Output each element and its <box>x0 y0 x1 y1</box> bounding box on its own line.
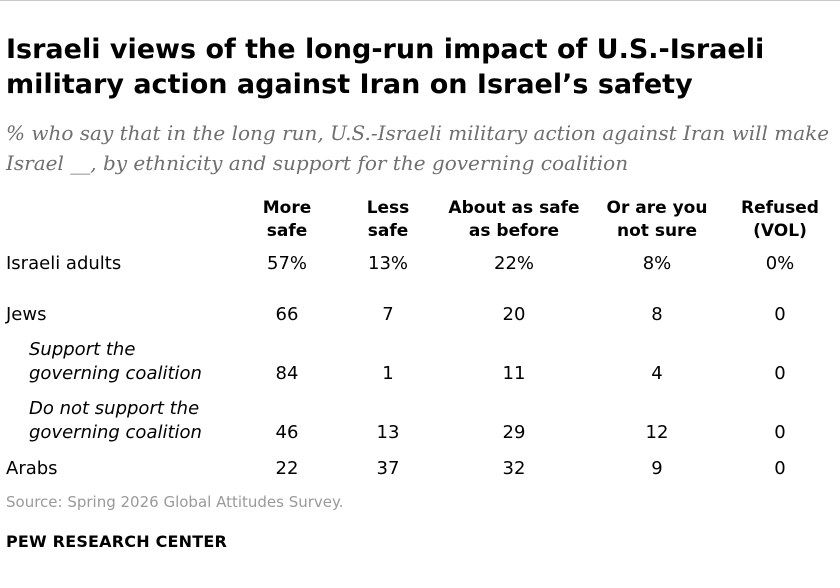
row-label-line: governing coalition <box>29 363 202 384</box>
table-cell: 29 <box>502 422 526 443</box>
column-header-line: Less <box>366 198 410 218</box>
column-header-line: safe <box>367 221 409 241</box>
column-header-line: More <box>262 198 312 218</box>
row-label: Jews <box>6 303 46 327</box>
table-cell: 4 <box>651 363 663 384</box>
table-cell: 46 <box>275 422 299 443</box>
row-label-line: Jews <box>6 304 47 325</box>
column-header-line: safe <box>266 221 308 241</box>
table-cell: 0 <box>774 422 786 443</box>
table-cell: 84 <box>275 363 299 384</box>
table-cell: 12 <box>645 422 669 443</box>
column-header-line: Or are you <box>606 198 708 218</box>
column-header: More safe <box>263 197 312 243</box>
table-cell: 1 <box>382 363 394 384</box>
table-cell: 7 <box>382 304 394 325</box>
row-label-line: Arabs <box>6 458 58 479</box>
brand-label: PEW RESEARCH CENTER <box>6 532 228 551</box>
table-cell: 66 <box>275 304 299 325</box>
column-header-line: (VOL) <box>753 221 807 241</box>
column-header-line: About as safe <box>448 198 580 218</box>
source-note: Source: Spring 2026 Global Attitudes Sur… <box>6 493 344 511</box>
column-header-line: not sure <box>617 221 697 241</box>
table-cell: 37 <box>376 458 400 479</box>
row-label: Support the governing coalition <box>29 338 202 386</box>
row-label-line: Support the <box>29 339 136 360</box>
column-header: About as safe as before <box>448 197 579 243</box>
row-label-line: Israeli adults <box>6 253 122 274</box>
table-cell: 20 <box>502 304 526 325</box>
table-cell: 57% <box>266 253 308 274</box>
table-cell: 0% <box>765 253 795 274</box>
row-label: Arabs <box>6 457 58 481</box>
table-cell: 22 <box>275 458 299 479</box>
column-header-line: as before <box>468 221 560 241</box>
chart-subtitle: % who say that in the long run, U.S.-Isr… <box>6 121 830 175</box>
column-header-line: Refused <box>741 198 819 218</box>
table-cell: 13 <box>376 422 400 443</box>
table-cell: 9 <box>651 458 663 479</box>
row-label: Do not support the governing coalition <box>29 397 202 445</box>
table-cell: 32 <box>502 458 526 479</box>
table-cell: 13% <box>367 253 409 274</box>
table-cell: 8 <box>651 304 663 325</box>
column-header: Less safe <box>367 197 410 243</box>
table-cell: 0 <box>774 458 786 479</box>
row-label: Israeli adults <box>6 252 121 276</box>
table-cell: 11 <box>502 363 526 384</box>
table-cell: 0 <box>774 363 786 384</box>
top-divider <box>0 0 840 1</box>
table-cell: 0 <box>774 304 786 325</box>
table-cell: 22% <box>493 253 535 274</box>
table-cell: 8% <box>642 253 672 274</box>
column-header: Refused (VOL) <box>741 197 819 243</box>
column-header: Or are you not sure <box>607 197 708 243</box>
row-label-line: Do not support the <box>29 398 200 419</box>
row-label-line: governing coalition <box>29 422 202 443</box>
chart-title: Israeli views of the long-run impact of … <box>6 34 765 100</box>
